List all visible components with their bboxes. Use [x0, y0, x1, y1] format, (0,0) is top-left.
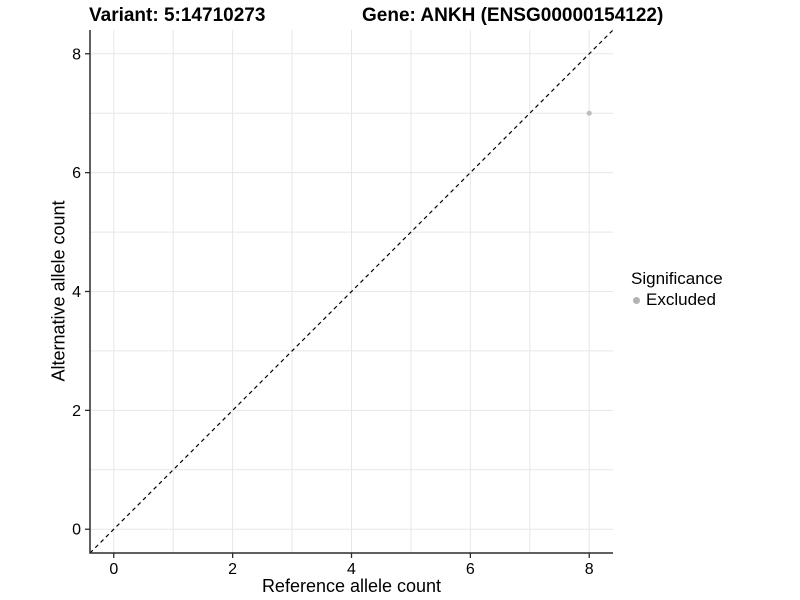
x-tick-label-0: 0 — [109, 561, 118, 578]
plot-title-gene: Gene: ANKH (ENSG00000154122) — [362, 5, 664, 26]
x-axis-title: Reference allele count — [261, 576, 442, 596]
x-tick-label-6: 6 — [466, 561, 475, 578]
axis-lines — [89, 30, 613, 554]
y-tick-label-2: 2 — [72, 403, 81, 420]
y-tick-label-6: 6 — [72, 165, 81, 182]
legend-entry-label: Excluded — [646, 290, 716, 309]
x-tick-label-4: 4 — [347, 561, 356, 578]
legend-point-icon — [633, 296, 640, 304]
x-tick-label-8: 8 — [585, 561, 594, 578]
legend-entry-excluded: Excluded — [631, 290, 723, 310]
y-tick-label-8: 8 — [72, 46, 81, 63]
y-tick-label-4: 4 — [72, 284, 81, 301]
x-tick-label-2: 2 — [228, 561, 237, 578]
y-tick-label-0: 0 — [72, 522, 81, 539]
plot-title-variant: Variant: 5:14710273 — [89, 5, 266, 26]
data-point-excluded — [586, 110, 592, 116]
y-axis-title: Alternative allele count — [48, 200, 69, 382]
identity-line — [89, 29, 614, 554]
legend-title: Significance — [631, 269, 723, 288]
legend: Significance Excluded — [631, 269, 723, 310]
